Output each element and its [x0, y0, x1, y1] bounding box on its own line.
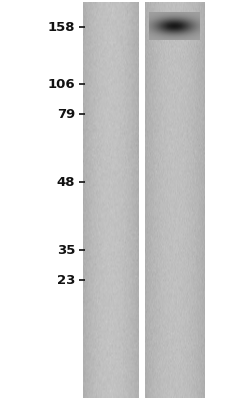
- Text: 48: 48: [57, 176, 75, 188]
- Text: 158: 158: [47, 21, 75, 34]
- Text: 35: 35: [57, 244, 75, 256]
- Text: 23: 23: [57, 274, 75, 286]
- Text: 106: 106: [47, 78, 75, 90]
- Text: 79: 79: [57, 108, 75, 120]
